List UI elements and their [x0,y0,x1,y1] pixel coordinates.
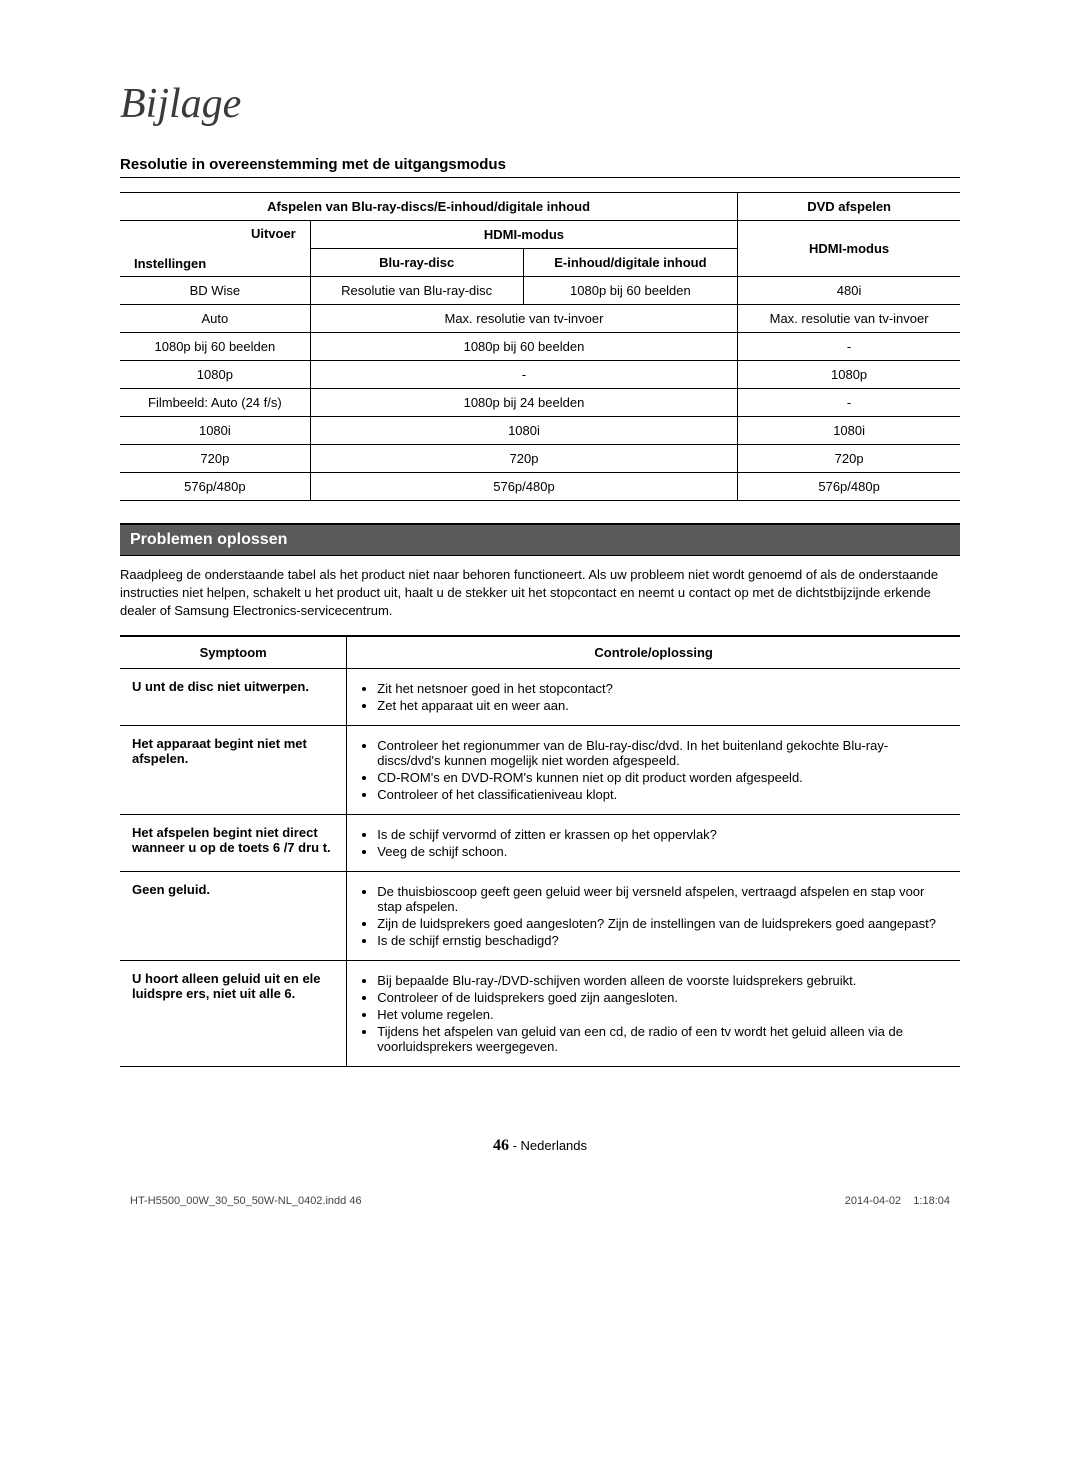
table-row: 576p/480p576p/480p576p/480p [120,473,960,501]
res-head-einhoud: E-inhoud/digitale inhoud [523,249,738,277]
list-item: Veeg de schijf schoon. [377,844,948,859]
solution-cell: Zit het netsnoer goed in het stopcontact… [347,668,960,725]
table-row: U unt de disc niet uitwerpen. Zit het net… [120,668,960,725]
list-item: CD-ROM's en DVD-ROM's kunnen niet op dit… [377,770,948,785]
symptom-cell: U unt de disc niet uitwerpen. [120,668,347,725]
row-merged: - [310,361,737,389]
table-row: BD WiseResolutie van Blu-ray-disc1080p b… [120,277,960,305]
res-head-hdmi: HDMI-modus [310,221,737,249]
col-solution: Controle/oplossing [347,636,960,669]
page-number: 46 [493,1137,509,1154]
row-c1: Resolutie van Blu-ray-disc [310,277,523,305]
list-item: Is de schijf ernstig beschadigd? [377,933,948,948]
col-symptom: Symptoom [120,636,347,669]
row-merged: 1080i [310,417,737,445]
table-row: AutoMax. resolutie van tv-invoerMax. res… [120,305,960,333]
resolution-table: Afspelen van Blu-ray-discs/E-inhoud/digi… [120,192,960,501]
label-settings: Instellingen [134,256,206,271]
row-label: Auto [120,305,310,333]
res-head-dvd: DVD afspelen [738,193,960,221]
table-row: Filmbeeld: Auto (24 f/s)1080p bij 24 bee… [120,389,960,417]
row-c3: - [738,389,960,417]
footer-meta: HT-H5500_00W_30_50_50W-NL_0402.indd 46 2… [120,1195,960,1207]
list-item: Zijn de luidsprekers goed aangesloten? Z… [377,916,948,931]
page-lang: Nederlands [521,1138,588,1153]
row-c3: 1080i [738,417,960,445]
row-label: 576p/480p [120,473,310,501]
section-subtitle: Resolutie in overeenstemming met de uitg… [120,156,960,178]
table-row: 720p720p720p [120,445,960,473]
row-c3: 1080p [738,361,960,389]
list-item: De thuisbioscoop geeft geen geluid weer … [377,884,948,914]
row-c3: Max. resolutie van tv-invoer [738,305,960,333]
row-label: 720p [120,445,310,473]
row-c3: 576p/480p [738,473,960,501]
res-head-bluray: Blu-ray-disc [310,249,523,277]
row-c3: 480i [738,277,960,305]
list-item: Controleer of de luidsprekers goed zijn … [377,990,948,1005]
table-row: Het apparaat begint niet met afspelen. Co… [120,725,960,814]
row-c2: 1080p bij 60 beelden [523,277,738,305]
list-item: Is de schijf vervormd of zitten er krass… [377,827,948,842]
solution-cell: Controleer het regionummer van de Blu-ra… [347,725,960,814]
symptom-cell: U hoort alleen geluid uit en ele luidspr… [120,960,347,1066]
row-label: BD Wise [120,277,310,305]
solution-cell: De thuisbioscoop geeft geen geluid weer … [347,871,960,960]
symptom-cell: Het apparaat begint niet met afspelen. [120,725,347,814]
row-label: 1080p bij 60 beelden [120,333,310,361]
table-row: U hoort alleen geluid uit en ele luidspr… [120,960,960,1066]
table-row: 1080p-1080p [120,361,960,389]
row-merged: 1080p bij 24 beelden [310,389,737,417]
troubleshoot-table: Symptoom Controle/oplossing U unt de dis… [120,635,960,1067]
footer-file: HT-H5500_00W_30_50_50W-NL_0402.indd 46 [130,1195,362,1207]
row-label: 1080p [120,361,310,389]
footer-date: 2014-04-02 [845,1195,901,1207]
symptom-cell: Het afspelen begint niet direct wanneer … [120,814,347,871]
list-item: Bij bepaalde Blu-ray-/DVD-schijven worde… [377,973,948,988]
list-item: Controleer of het classificatieniveau kl… [377,787,948,802]
label-output: Uitvoer [251,226,296,241]
row-merged: 1080p bij 60 beelden [310,333,737,361]
list-item: Controleer het regionummer van de Blu-ra… [377,738,948,768]
page-title: Bijlage [120,80,960,128]
res-head-hdmi2: HDMI-modus [738,221,960,277]
list-item: Zit het netsnoer goed in het stopcontact… [377,681,948,696]
symptom-cell: Geen geluid. [120,871,347,960]
solution-cell: Bij bepaalde Blu-ray-/DVD-schijven worde… [347,960,960,1066]
row-label: 1080i [120,417,310,445]
page-footer: 46 - Nederlands [120,1137,960,1155]
footer-time: 1:18:04 [913,1195,950,1207]
res-head-blu: Afspelen van Blu-ray-discs/E-inhoud/digi… [120,193,738,221]
list-item: Zet het apparaat uit en weer aan. [377,698,948,713]
row-c3: - [738,333,960,361]
table-row: 1080i1080i1080i [120,417,960,445]
list-item: Tijdens het afspelen van geluid van een … [377,1024,948,1054]
row-merged: 720p [310,445,737,473]
list-item: Het volume regelen. [377,1007,948,1022]
table-row: Geen geluid. De thuisbioscoop geeft geen … [120,871,960,960]
solution-cell: Is de schijf vervormd of zitten er krass… [347,814,960,871]
troubleshoot-intro: Raadpleeg de onderstaande tabel als het … [120,566,960,621]
row-label: Filmbeeld: Auto (24 f/s) [120,389,310,417]
troubleshoot-heading: Problemen oplossen [120,523,960,556]
row-merged: Max. resolutie van tv-invoer [310,305,737,333]
table-row: 1080p bij 60 beelden1080p bij 60 beelden… [120,333,960,361]
row-c3: 720p [738,445,960,473]
row-merged: 576p/480p [310,473,737,501]
table-row: Het afspelen begint niet direct wanneer … [120,814,960,871]
